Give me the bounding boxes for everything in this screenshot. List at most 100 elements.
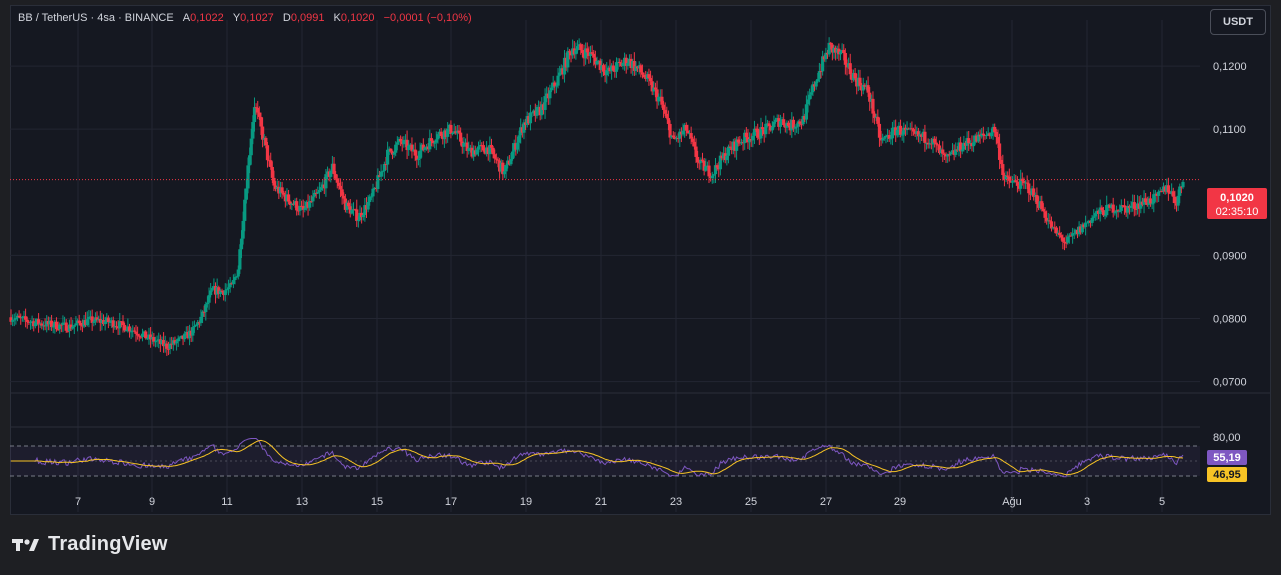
candle-body [1118, 210, 1122, 212]
candle-body [457, 130, 461, 133]
candle-body [452, 131, 456, 133]
candle-body [678, 131, 682, 139]
candle-body [1079, 226, 1083, 233]
candle-body [155, 340, 159, 342]
candle-body [709, 176, 713, 179]
candle-body [241, 220, 245, 239]
candle-body [329, 171, 333, 177]
candle-body [314, 192, 318, 194]
candle-body [15, 315, 20, 318]
candle-body [217, 287, 221, 294]
candle-body [895, 129, 899, 136]
candle-body [174, 341, 179, 344]
candle-body [898, 125, 903, 135]
candle-body [976, 134, 981, 142]
candle-body [769, 126, 773, 131]
candle-body [816, 78, 820, 82]
candle-body [61, 322, 65, 326]
candle-body [796, 121, 800, 127]
time-axis[interactable]: 7 9 11 13 15 17 19 21 23 25 27 29 Ağu 3 5 [75, 496, 1165, 508]
candle-body [239, 238, 244, 250]
candle-body [824, 52, 828, 60]
candle-body [387, 148, 391, 150]
price-axis[interactable]: 0,1200 0,1100 0,0900 0,0800 0,0700 [1213, 61, 1247, 389]
candle-body [470, 147, 474, 157]
candle-body [136, 333, 140, 336]
candle-body [59, 324, 63, 326]
candle-body [144, 331, 148, 339]
open-label: A [182, 12, 191, 24]
candle-body [522, 122, 526, 133]
candle-body [1132, 202, 1136, 209]
candle-body [851, 73, 856, 80]
candle-body [569, 52, 573, 56]
candle-body [661, 104, 666, 110]
candle-body [913, 131, 917, 134]
candle-body [418, 150, 422, 159]
candle-body [200, 311, 205, 317]
candle-body [106, 317, 110, 323]
candle-body [767, 123, 771, 127]
candle-body [665, 113, 669, 119]
candle-body [879, 137, 883, 141]
candle-body [460, 141, 464, 147]
candle-body [660, 96, 664, 105]
candle-body [235, 276, 239, 278]
candle-body [1166, 185, 1170, 193]
currency-button[interactable]: USDT [1210, 9, 1266, 35]
candle-body [915, 131, 919, 134]
candle-body [874, 116, 878, 119]
candle-body [394, 144, 398, 153]
candle-body [421, 144, 425, 150]
candle-body [116, 326, 120, 329]
candle-body [1121, 205, 1125, 207]
candle-body [545, 93, 549, 97]
candle-body [608, 67, 612, 72]
candle-body [653, 87, 658, 90]
candle-body [415, 155, 419, 161]
candle-body [223, 290, 227, 296]
candle-body [1012, 180, 1016, 182]
change-value: −0,0001 (−0,10%) [383, 12, 472, 24]
candle-body [288, 201, 292, 206]
candle-body [105, 317, 109, 322]
time-tick-label: 17 [445, 496, 457, 508]
candle-body [903, 127, 908, 131]
close-label: K [333, 12, 341, 24]
candle-body [1114, 210, 1119, 213]
candle-body [92, 321, 96, 323]
candle-body [749, 139, 753, 141]
candle-body [556, 75, 560, 86]
candle-body [980, 133, 984, 137]
candle-body [1092, 216, 1096, 218]
candle-body [488, 144, 492, 155]
candle-body [17, 315, 21, 318]
candle-body [395, 142, 399, 145]
candle-body [597, 60, 601, 62]
candle-body [429, 138, 434, 141]
candle-body [100, 320, 104, 323]
candle-body [134, 331, 138, 334]
candle-body [1160, 190, 1164, 192]
candle-body [67, 324, 72, 332]
candle-body [64, 322, 68, 331]
candle-body [1168, 192, 1172, 194]
symbol-label[interactable]: BB / TetherUS · 4sa · BINANCE [18, 12, 174, 24]
candle-body [1004, 175, 1008, 180]
candle-body [696, 156, 700, 163]
candle-body [673, 137, 677, 140]
candle-body [196, 322, 200, 326]
rsi-pane[interactable] [10, 438, 1200, 478]
price-tick-label: 0,1100 [1213, 124, 1246, 136]
candle-body [252, 107, 257, 123]
candle-body [210, 288, 214, 291]
candle-body [489, 144, 494, 148]
candle-body [782, 119, 786, 126]
tradingview-logo[interactable]: TradingView [12, 533, 168, 556]
candle-body [842, 50, 846, 54]
candle-body [754, 128, 758, 130]
candle-body [218, 290, 223, 294]
candle-body [46, 321, 50, 325]
candle-body [48, 320, 52, 325]
